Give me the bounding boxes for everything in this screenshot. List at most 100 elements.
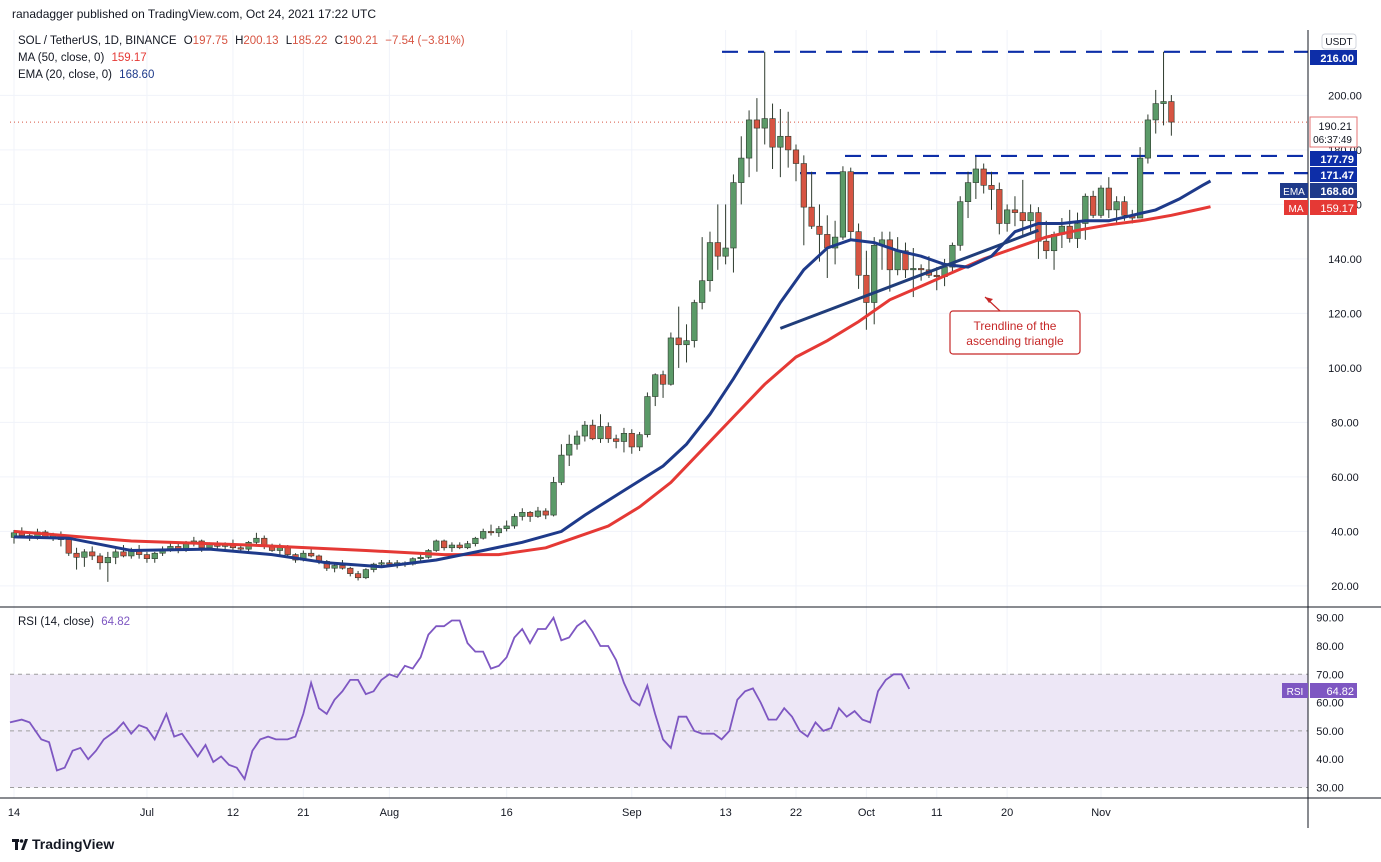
ohlc-change: −7.54 (−3.81%) [385, 35, 465, 47]
candle-body [519, 512, 526, 517]
candle-body [902, 250, 909, 271]
candle-body [644, 396, 651, 435]
candle-body [667, 337, 674, 385]
currency-badge[interactable]: USDT [1321, 33, 1357, 50]
svg-text:EMA: EMA [1283, 187, 1305, 198]
candle-body [1168, 101, 1175, 123]
candle [816, 204, 823, 262]
ma-legend[interactable]: MA (50, close, 0) 159.17 [18, 52, 147, 64]
candle-body [1011, 209, 1019, 213]
candle-body [1082, 195, 1089, 224]
candle-body [863, 274, 870, 303]
candle [659, 370, 667, 398]
candle-body [566, 443, 573, 456]
ema-legend[interactable]: EMA (20, close, 0) 168.60 [18, 69, 154, 81]
candle [839, 166, 847, 240]
candle-body [112, 551, 119, 558]
candle [785, 111, 792, 168]
ohlc-high-label: H [235, 35, 244, 47]
candle [589, 419, 596, 441]
candle [620, 427, 628, 453]
time-tick: 16 [501, 807, 513, 819]
candle [1144, 114, 1151, 164]
candle-body [691, 302, 698, 341]
candle-body [581, 424, 588, 437]
ohlc-low-label: L [285, 35, 293, 47]
candle-body [675, 337, 682, 346]
candle-body [918, 268, 925, 271]
ohlc-close-label: C [334, 35, 343, 47]
candle [605, 422, 612, 443]
svg-text:MA: MA [1289, 204, 1304, 215]
ohlc-close: 190.21 [342, 35, 379, 47]
price-tick: 20.00 [1331, 581, 1359, 593]
price-tick: 80.00 [1331, 417, 1359, 429]
candle [440, 539, 448, 551]
candle [855, 223, 862, 289]
candle [151, 551, 158, 563]
candle-body [933, 274, 940, 277]
candle [980, 163, 987, 194]
price-tick: 140.00 [1328, 254, 1362, 266]
candle-body [722, 247, 729, 257]
candle [464, 540, 471, 550]
candle [503, 520, 510, 532]
candle-body [730, 182, 737, 249]
candle [1152, 89, 1159, 134]
candle-body [65, 539, 72, 554]
candle-body [81, 551, 88, 558]
candle-body [777, 135, 784, 148]
time-tick: 12 [227, 807, 239, 819]
candle-body [542, 510, 549, 516]
candle-body [237, 547, 244, 550]
candle-body [636, 434, 643, 448]
candle [1043, 220, 1050, 259]
candle [456, 542, 463, 550]
candle-body [886, 239, 893, 271]
rsi-tick: 70.00 [1316, 669, 1344, 681]
candle-body [792, 149, 800, 164]
tradingview-logo[interactable]: TradingView [12, 836, 114, 852]
candle [949, 242, 956, 273]
candle-body [487, 531, 495, 534]
horizontal-levels [722, 50, 1308, 175]
svg-text:06:37:49: 06:37:49 [1313, 135, 1352, 146]
candle-body [527, 512, 534, 517]
candle-body [440, 540, 448, 549]
candle-body [597, 426, 604, 440]
svg-text:171.47: 171.47 [1320, 170, 1354, 182]
candle-body [104, 557, 111, 564]
candle-body [1136, 157, 1144, 219]
price-tick: 40.00 [1331, 526, 1359, 538]
candle [73, 547, 80, 570]
candle [878, 231, 886, 270]
candle-body [472, 537, 479, 544]
candle-body [1105, 187, 1112, 211]
candle-body [949, 244, 956, 268]
candle-body [855, 231, 862, 276]
candle [753, 98, 760, 172]
symbol-legend[interactable]: SOL / TetherUS, 1D, BINANCE O197.75 H200… [18, 35, 465, 47]
annotation-line1: Trendline of the [974, 319, 1057, 333]
candle-body [1004, 209, 1011, 224]
rsi-legend-value: 64.82 [101, 616, 131, 628]
candle [519, 508, 526, 521]
level-tag-171: 171.47 [1310, 167, 1357, 182]
candle-body [73, 552, 80, 558]
candle [675, 306, 682, 368]
candle-body [957, 201, 964, 246]
candle [644, 392, 651, 438]
candle-body [1027, 212, 1034, 222]
candle [918, 264, 925, 281]
candle [1136, 147, 1144, 219]
candle-body [589, 424, 596, 440]
candle-body [1090, 195, 1097, 216]
candle [331, 564, 338, 573]
candle-body [339, 565, 346, 569]
candle-body [503, 525, 510, 529]
candle [636, 431, 643, 452]
candle-body [331, 565, 338, 569]
rsi-legend[interactable]: RSI (14, close) 64.82 [18, 616, 130, 628]
candle-body [683, 340, 690, 346]
rsi-tick: 50.00 [1316, 726, 1344, 738]
